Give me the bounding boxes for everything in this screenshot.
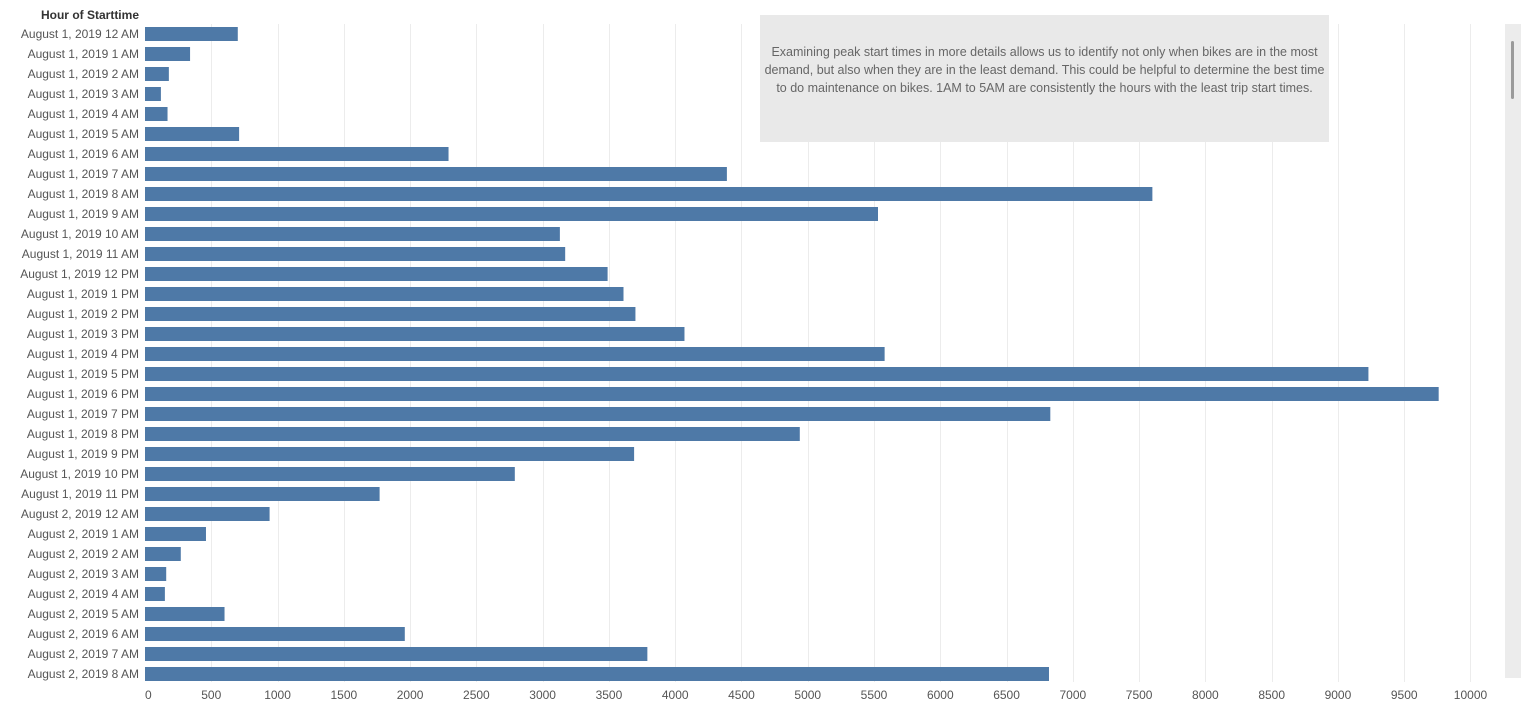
bar [145,187,1153,201]
x-tick-label: 1000 [264,688,291,702]
x-tick-label: 7500 [1126,688,1153,702]
x-tick-label: 3000 [529,688,556,702]
bar [145,627,405,641]
bar [145,367,1369,381]
bar [145,67,169,81]
category-label: August 1, 2019 5 AM [28,127,139,141]
scrollbar-thumb[interactable] [1511,41,1514,99]
x-tick-label: 5000 [794,688,821,702]
bar [145,447,635,461]
category-label: August 1, 2019 4 PM [27,347,139,361]
bar [145,27,238,41]
annotation-text: Examining peak start times in more detai… [764,45,1325,95]
category-labels: August 1, 2019 12 AM August 1, 2019 1 AM A… [20,27,139,681]
vertical-scrollbar[interactable] [1505,24,1521,678]
bar [145,467,515,481]
category-label: August 1, 2019 8 PM [27,427,139,441]
x-tick-label: 3500 [596,688,623,702]
category-label: August 1, 2019 4 AM [28,107,139,121]
bar [145,527,206,541]
x-tick-label: 2500 [463,688,490,702]
annotation-box: Examining peak start times in more detai… [760,15,1329,142]
bar [145,127,240,141]
category-label: August 1, 2019 11 AM [22,247,139,261]
category-label: August 1, 2019 2 PM [27,307,139,321]
category-label: August 2, 2019 7 AM [28,647,139,661]
category-label: August 2, 2019 8 AM [28,667,139,681]
category-label: August 1, 2019 9 AM [28,207,139,221]
x-tick-label: 1500 [330,688,357,702]
x-tick-label: 7000 [1059,688,1086,702]
category-label: August 2, 2019 1 AM [28,527,139,541]
category-label: August 2, 2019 2 AM [28,547,139,561]
category-label: August 1, 2019 10 PM [20,467,139,481]
bar [145,407,1051,421]
category-label: August 1, 2019 3 PM [27,327,139,341]
x-tick-label: 8000 [1192,688,1219,702]
category-label: August 2, 2019 6 AM [28,627,139,641]
x-tick-label: 0 [145,688,152,702]
bar [145,387,1439,401]
bar [145,567,167,581]
bar [145,287,624,301]
bar [145,647,648,661]
bar [145,87,161,101]
x-tick-label: 500 [201,688,221,702]
bar [145,307,636,321]
category-label: August 1, 2019 8 AM [28,187,139,201]
category-label: August 1, 2019 5 PM [27,367,139,381]
x-tick-label: 10000 [1454,688,1488,702]
bar [145,47,191,61]
x-tick-label: 2000 [397,688,424,702]
bar [145,167,727,181]
category-label: August 1, 2019 6 AM [28,147,139,161]
x-tick-label: 8500 [1258,688,1285,702]
x-tick-label: 4000 [662,688,689,702]
x-tick-label: 6500 [993,688,1020,702]
bar [145,347,885,361]
bar [145,587,165,601]
category-label: August 1, 2019 2 AM [28,67,139,81]
x-tick-label: 6000 [927,688,954,702]
x-tick-label: 9000 [1325,688,1352,702]
category-label: August 1, 2019 7 AM [28,167,139,181]
row-header-title: Hour of Starttime [40,8,139,22]
bar [145,607,225,621]
bar [145,227,560,241]
bar [145,147,449,161]
bar [145,207,878,221]
category-label: August 1, 2019 12 AM [21,27,139,41]
category-label: August 2, 2019 5 AM [28,607,139,621]
bar [145,327,685,341]
category-label: August 1, 2019 9 PM [27,447,139,461]
bar [145,247,566,261]
bar [145,107,168,121]
category-label: August 1, 2019 11 PM [21,487,139,501]
category-label: August 2, 2019 3 AM [28,567,139,581]
x-tick-label: 9500 [1391,688,1418,702]
bars-group [145,27,1439,681]
bar [145,547,181,561]
category-label: August 1, 2019 1 AM [28,47,139,61]
bar [145,667,1049,681]
bar [145,487,380,501]
bar [145,427,800,441]
bar [145,267,608,281]
category-label: August 1, 2019 12 PM [20,267,139,281]
category-label: August 2, 2019 12 AM [21,507,139,521]
x-axis-ticks: 0 500 1000 1500 2000 2500 3000 3500 4000 4500 5000… [145,688,1487,702]
category-label: August 1, 2019 10 AM [21,227,139,241]
category-label: August 1, 2019 6 PM [27,387,139,401]
category-label: August 1, 2019 1 PM [27,287,139,301]
x-tick-label: 5500 [861,688,888,702]
bar [145,507,270,521]
x-tick-label: 4500 [728,688,755,702]
category-label: August 2, 2019 4 AM [28,587,139,601]
category-label: August 1, 2019 7 PM [27,407,139,421]
category-label: August 1, 2019 3 AM [28,87,139,101]
